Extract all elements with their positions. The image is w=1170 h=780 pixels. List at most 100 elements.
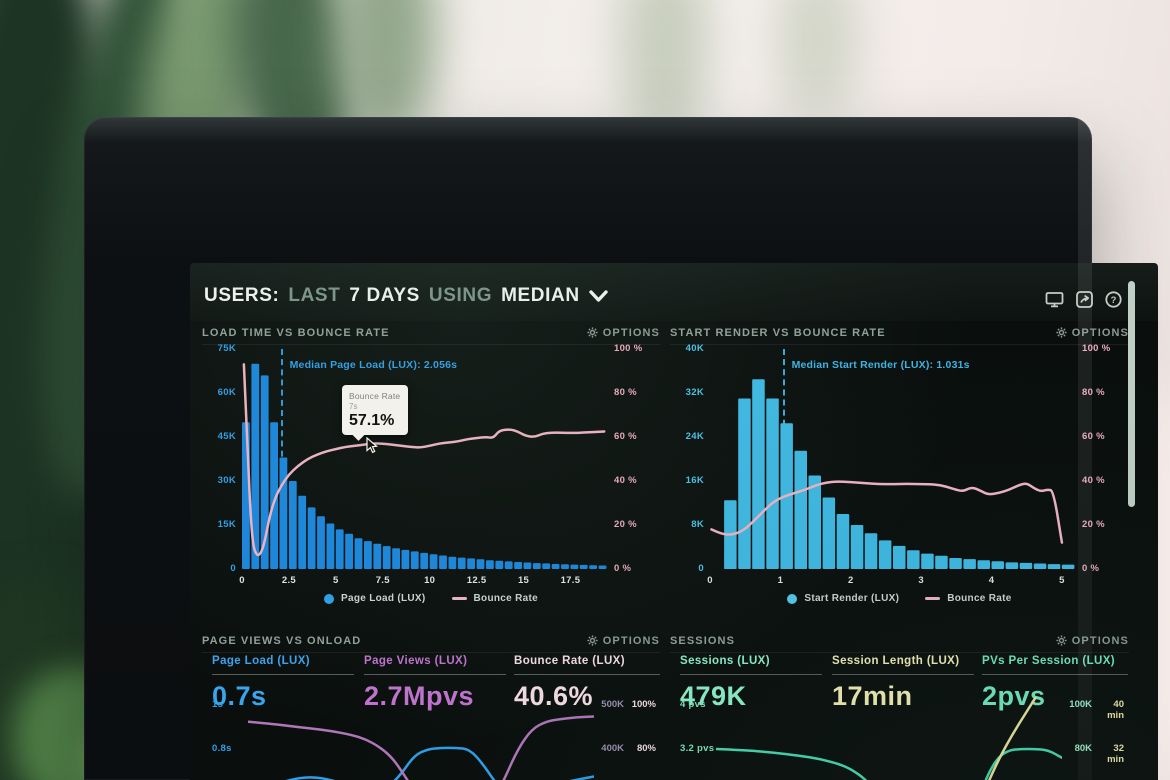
panel-title: START RENDER VS BOUNCE RATE (670, 326, 886, 339)
metric-divider (364, 674, 506, 675)
axis-tick-label: 0 (707, 575, 713, 586)
plant-leaf (335, 0, 435, 140)
axis-tick-label: 0 % (1082, 563, 1100, 574)
dashboard-screen: USERS: LAST 7 DAYS USING MEDIAN (190, 263, 1158, 780)
options-button[interactable]: OPTIONS (1056, 635, 1129, 647)
help-icon[interactable]: ? (1105, 291, 1122, 308)
median-annotation-label: Median Page Load (LUX): 2.056s (289, 359, 458, 371)
axis-tick-label: 60 % (1082, 431, 1105, 442)
title-part: MEDIAN (501, 285, 580, 306)
laptop-bezel: USERS: LAST 7 DAYS USING MEDIAN (84, 117, 1158, 780)
metric-divider (212, 674, 354, 675)
axis-tick-label: 3 (918, 575, 924, 586)
axis-tick-label: 0 (239, 575, 245, 586)
chevron-down-icon (588, 290, 608, 302)
panel-header: PAGE VIEWS VS ONLOAD OPTIONS (202, 629, 660, 653)
title-part: USERS: (204, 285, 280, 306)
right-axis-tick-row: 500K 100% (601, 699, 656, 710)
metric-label: Page Views (LUX) (364, 655, 468, 667)
axis-tick-label: 15K (217, 519, 236, 530)
legend-dot-swatch (324, 593, 335, 604)
metric-label: Sessions (LUX) (680, 655, 770, 667)
metric-label: Session Length (LUX) (832, 655, 960, 667)
options-label: OPTIONS (602, 634, 660, 647)
panel-header: SESSIONS OPTIONS (670, 629, 1129, 653)
axis-tick-label: 100 % (1082, 343, 1111, 354)
legend-item[interactable]: Start Render (LUX) (787, 593, 899, 604)
axis-tick-label: 4 pvs (680, 699, 706, 710)
metric-divider (680, 674, 822, 675)
axis-tick-label: 45K (217, 431, 236, 442)
axis-tick-label: 75K (217, 343, 236, 354)
metric-sessions[interactable]: Sessions (LUX) 479K (680, 655, 822, 712)
metric-divider (514, 674, 660, 675)
panel-load-time-vs-bounce-rate: LOAD TIME VS BOUNCE RATE OPTIONS Median … (202, 321, 660, 619)
options-button[interactable]: OPTIONS (587, 635, 660, 647)
legend-dot-swatch (787, 593, 798, 604)
legend-line-swatch (925, 597, 941, 600)
display-icon[interactable] (1045, 291, 1064, 308)
metric-page-load[interactable]: Page Load (LUX) 0.7s (212, 655, 354, 712)
axis-tick-label: 60 % (614, 431, 637, 442)
legend-label: Start Render (LUX) (804, 593, 900, 604)
panel-title: SESSIONS (670, 634, 736, 647)
options-button[interactable]: OPTIONS (1056, 327, 1129, 339)
share-icon[interactable] (1076, 291, 1093, 308)
axis-tick-label: 2 (847, 575, 854, 586)
options-button[interactable]: OPTIONS (587, 327, 660, 339)
right-axis-tick-row: 80K 32 min (1074, 743, 1124, 765)
title-part: LAST (288, 285, 341, 306)
axis-tick-label: 0.8s (212, 743, 232, 754)
options-label: OPTIONS (602, 326, 660, 339)
median-annotation-line (280, 349, 283, 477)
metric-divider (832, 674, 974, 675)
axis-tick-label: 20 % (614, 519, 637, 530)
tooltip-value: 57.1% (349, 412, 395, 429)
axis-tick-label: 7.5 (375, 575, 390, 586)
axis-tick-label: 32K (685, 387, 704, 398)
panel-title: PAGE VIEWS VS ONLOAD (202, 634, 362, 647)
metric-value: 40.6% (514, 681, 594, 711)
legend-label: Bounce Rate (473, 593, 538, 604)
metric-session-length[interactable]: Session Length (LUX) 17min (832, 655, 974, 712)
metric-bounce-rate[interactable]: Bounce Rate (LUX) 40.6% (514, 655, 660, 712)
metric-label: Bounce Rate (LUX) (514, 655, 625, 667)
metric-page-views[interactable]: Page Views (LUX) 2.7Mpvs (364, 655, 506, 712)
axis-tick-label: 16K (685, 475, 704, 486)
axis-tick-label: 10 (424, 575, 436, 586)
legend-item[interactable]: Page Load (LUX) (324, 593, 426, 604)
legend-label: Page Load (LUX) (341, 593, 426, 604)
right-axis-tick-row: 400K 80% (601, 743, 656, 754)
metric-value: 17min (832, 681, 913, 711)
legend-item[interactable]: Bounce Rate (451, 593, 538, 604)
metric-divider (982, 674, 1128, 675)
legend-item[interactable]: Bounce Rate (925, 593, 1011, 604)
axis-tick-label: 4 (988, 575, 995, 586)
right-axis-tick-row: 100K 40 min (1069, 699, 1124, 721)
svg-text:?: ? (1111, 295, 1117, 306)
gear-icon (587, 327, 598, 338)
axis-tick-label: 5 (333, 575, 339, 586)
axis-tick-label: 0 (230, 563, 236, 574)
metric-value: 0.7s (212, 681, 267, 711)
plant-leaf (620, 0, 710, 140)
panel-sessions: SESSIONS OPTIONS Sessions (LUX) 479K Ses… (670, 629, 1129, 780)
gear-icon (587, 635, 598, 646)
dashboard-title-dropdown[interactable]: USERS: LAST 7 DAYS USING MEDIAN (204, 285, 608, 307)
axis-tick-label: 20 % (1082, 519, 1105, 530)
chart-legend: Start Render (LUX) Bounce Rate (670, 593, 1129, 604)
axis-tick-label: 2.5 (281, 575, 296, 586)
axis-tick-label: 80 % (1082, 387, 1105, 398)
metric-label: Page Load (LUX) (212, 655, 311, 667)
axis-tick-label: 0 (698, 563, 704, 574)
scrollbar[interactable] (1128, 281, 1135, 507)
options-label: OPTIONS (1071, 634, 1129, 647)
bar-line-chart (710, 379, 1075, 569)
legend-line-swatch (451, 597, 467, 600)
axis-tick-label: 3.2 pvs (680, 743, 715, 754)
axis-tick-label: 0 % (614, 563, 632, 574)
plant-leaf (775, 0, 860, 120)
metric-value: 2.7Mpvs (364, 681, 475, 711)
tooltip-series: Bounce Rate (349, 391, 401, 401)
